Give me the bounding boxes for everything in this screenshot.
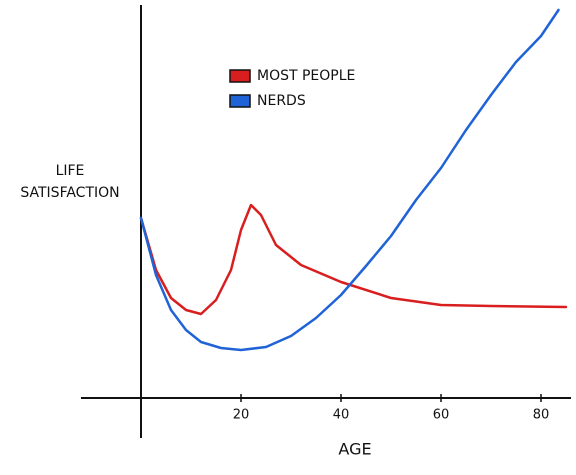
- y-axis-label: LIFE SATISFACTION: [20, 163, 120, 201]
- legend-label: NERDS: [257, 93, 306, 109]
- line-series: [139, 203, 568, 316]
- legend-swatch: [229, 94, 251, 108]
- x-tick-label: 60: [433, 408, 450, 423]
- legend-label: MOST PEOPLE: [257, 68, 355, 84]
- line-series: [139, 8, 560, 352]
- x-tick-label: 80: [533, 408, 550, 423]
- x-axis-label: AGE: [338, 440, 371, 459]
- x-tick-label: 20: [233, 408, 250, 423]
- legend-swatch: [229, 69, 251, 83]
- x-tick-label: 40: [333, 408, 350, 423]
